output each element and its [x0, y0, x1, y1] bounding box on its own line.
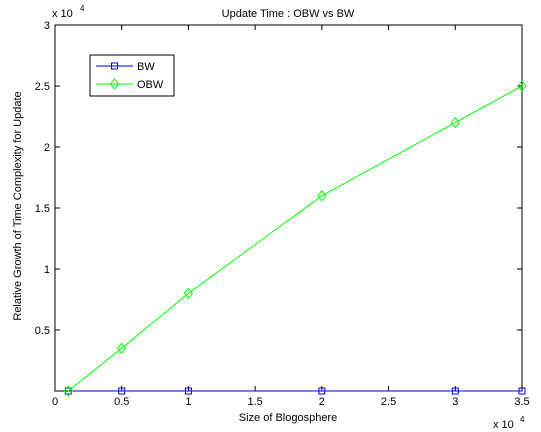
legend-box: [89, 54, 175, 97]
series-obw: [63, 80, 527, 397]
series-layer: [63, 80, 527, 397]
data-point-bw: [184, 387, 192, 395]
data-point-obw: [317, 189, 327, 202]
data-point-obw: [63, 385, 73, 397]
y-tick-label: 1.5: [35, 203, 50, 215]
data-point-obw: [117, 342, 127, 355]
y-multiplier-exponent: 4: [80, 4, 85, 13]
data-point-bw: [518, 387, 526, 395]
x-tick-label: 2.5: [381, 396, 396, 408]
y-multiplier-label: x 10 4: [52, 4, 85, 20]
x-tick-label: 0: [52, 396, 58, 408]
legend-marker-obw: [109, 78, 120, 90]
legend-entry-obw: OBW: [96, 78, 164, 91]
data-point-bw: [64, 387, 72, 395]
legend-label-obw: OBW: [137, 79, 164, 91]
series-bw: [64, 387, 526, 395]
legend-marker-bw: [111, 62, 118, 70]
data-point-bw: [118, 387, 126, 395]
chart-title: Update Time : OBW vs BW: [222, 8, 355, 20]
series-line-obw: [68, 85, 523, 392]
y-tick-label: 3: [44, 20, 50, 32]
x-multiplier-base: x 10: [493, 419, 514, 431]
y-axis-ticks: 0.5 1 1.5 2 2.5 3: [35, 20, 522, 392]
y-tick-label: 0.5: [35, 325, 50, 337]
x-axis-label: Size of Blogosphere: [239, 412, 337, 424]
x-tick-label: 3.5: [514, 396, 529, 408]
x-tick-label: 1: [185, 396, 191, 408]
y-axis-label: Relative Growth of Time Complexity for U…: [12, 91, 24, 320]
data-point-bw: [451, 387, 459, 395]
x-tick-label: 0.5: [114, 396, 129, 408]
data-point-obw: [517, 80, 527, 92]
x-axis-ticks: 0 0.5 1 1.5 2 2.5 3 3.5: [52, 25, 530, 408]
y-tick-label: 1: [44, 264, 50, 276]
x-multiplier-exponent: 4: [520, 415, 525, 424]
data-point-obw: [183, 287, 194, 300]
x-tick-label: 3: [452, 396, 458, 408]
data-point-bw: [318, 387, 326, 395]
data-point-obw: [450, 116, 460, 129]
legend-label-bw: BW: [137, 61, 155, 73]
y-multiplier-base: x 10: [52, 8, 73, 20]
y-tick-label: 2: [44, 142, 50, 154]
y-tick-label: 2.5: [35, 81, 50, 93]
x-multiplier-label: x 10 4: [493, 415, 525, 431]
legend-entry-bw: BW: [96, 61, 155, 73]
x-tick-label: 2: [319, 396, 325, 408]
legend: BW OBW: [89, 54, 175, 97]
x-tick-label: 1.5: [247, 396, 262, 408]
